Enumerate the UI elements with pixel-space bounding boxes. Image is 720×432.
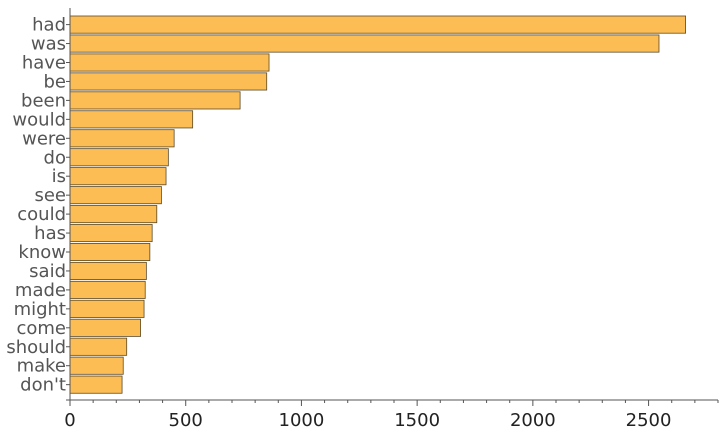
bar-had bbox=[69, 15, 686, 34]
category-label: don't bbox=[20, 375, 66, 396]
bar-have bbox=[69, 53, 270, 72]
category-label: is bbox=[52, 166, 66, 187]
bar-been bbox=[69, 91, 241, 110]
bar-has bbox=[69, 224, 153, 243]
bar-should bbox=[69, 337, 128, 356]
x-tick-label: 0 bbox=[64, 410, 75, 431]
category-label: come bbox=[16, 318, 66, 339]
bar-is bbox=[69, 167, 167, 186]
bars-layer bbox=[69, 15, 686, 394]
x-tick-label: 2500 bbox=[626, 410, 672, 431]
category-label: see bbox=[34, 185, 66, 206]
category-label: do bbox=[44, 147, 66, 168]
x-tick-label: 2000 bbox=[510, 410, 556, 431]
bar-said bbox=[69, 261, 147, 280]
bar-see bbox=[69, 186, 162, 205]
category-labels: hadwashavebebeenwouldweredoisseecouldhas… bbox=[6, 15, 66, 396]
category-label: be bbox=[44, 71, 67, 92]
category-label: had bbox=[32, 15, 66, 36]
category-label: know bbox=[18, 242, 66, 263]
category-label: would bbox=[12, 109, 66, 130]
bar-were bbox=[69, 129, 175, 148]
category-label: made bbox=[15, 280, 66, 301]
category-label: were bbox=[22, 128, 66, 149]
x-tick-label: 500 bbox=[169, 410, 203, 431]
bar-know bbox=[69, 242, 151, 261]
category-label: has bbox=[34, 223, 66, 244]
bar-dont bbox=[69, 375, 123, 394]
x-tick-label: 1500 bbox=[394, 410, 440, 431]
axes: 0 500 1000 1500 2000 2500 bbox=[64, 8, 719, 431]
category-label: should bbox=[6, 337, 66, 358]
category-label: make bbox=[17, 356, 66, 377]
bar-do bbox=[69, 148, 169, 167]
bar-come bbox=[69, 318, 141, 337]
bar-was bbox=[69, 34, 660, 53]
bar-would bbox=[69, 110, 194, 129]
category-label: could bbox=[17, 204, 66, 225]
category-label: might bbox=[14, 299, 66, 320]
bar-made bbox=[69, 280, 146, 299]
category-label: have bbox=[22, 53, 66, 74]
category-label: been bbox=[21, 90, 66, 111]
x-tick-label: 1000 bbox=[279, 410, 325, 431]
bar-could bbox=[69, 205, 158, 224]
category-label: said bbox=[29, 261, 66, 282]
bar-make bbox=[69, 356, 124, 375]
category-label: was bbox=[31, 34, 66, 55]
bar-be bbox=[69, 72, 268, 91]
bar-might bbox=[69, 299, 145, 318]
